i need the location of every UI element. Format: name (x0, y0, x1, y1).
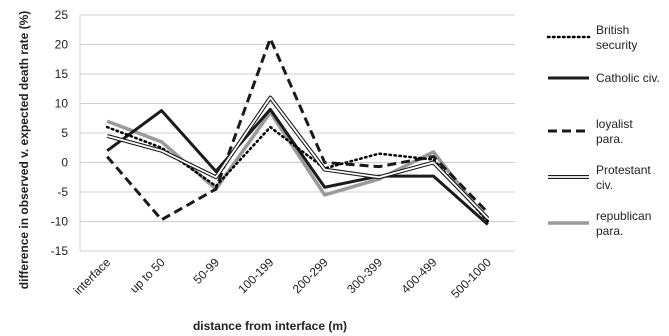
series-line-protestant-civ-inner (106, 96, 489, 220)
legend-item: Catholic civ. (548, 71, 660, 85)
y-tick-label: 25 (55, 8, 69, 22)
legend-item: British security (546, 23, 637, 52)
y-axis-ticks: -15 -10 -5 0 5 10 15 20 25 (51, 8, 69, 258)
x-tick-label: 100-199 (235, 255, 276, 296)
x-tick-label: 300-399 (344, 255, 385, 296)
y-tick-label: 20 (55, 38, 69, 52)
series-line-republican-para (106, 110, 490, 223)
legend-label: British security (596, 23, 637, 52)
y-tick-label: -10 (51, 215, 69, 229)
y-tick-label: 0 (61, 156, 68, 170)
legend-item: loyalist para. (548, 117, 633, 146)
x-tick-label: interface (71, 255, 114, 298)
x-axis-title: distance from interface (m) (193, 319, 347, 333)
legend-item: Protestant civ. (548, 163, 651, 192)
y-tick-label: 10 (55, 97, 69, 111)
x-tick-label: 200-299 (290, 255, 331, 296)
legend-item: republican para. (548, 209, 651, 238)
x-tick-label: 500-1000 (448, 255, 494, 301)
x-tick-label: up to 50 (127, 255, 168, 296)
series-line-catholic-civ (106, 107, 489, 226)
series-line-british-security (105, 125, 490, 223)
y-tick-label: 15 (55, 67, 69, 81)
legend-label: Protestant civ. (596, 163, 651, 192)
y-tick-label: -15 (51, 244, 69, 258)
series-lines (105, 37, 490, 226)
legend-label: loyalist para. (596, 117, 633, 146)
x-tick-label: 50-99 (190, 255, 222, 287)
legend-label: Catholic civ. (596, 71, 660, 85)
x-tick-label: 400-499 (399, 255, 440, 296)
legend: British security Catholic civ. loyalist para… (546, 23, 660, 238)
x-axis-ticks: interface up to 50 50-99 100-199 200-299 300-… (71, 255, 494, 301)
y-tick-label: -5 (57, 185, 68, 199)
y-tick-label: 5 (61, 126, 68, 140)
y-axis-title: difference in observed v. expected death… (17, 11, 31, 290)
legend-label: republican para. (596, 209, 651, 238)
series-line-loyalist-para (106, 37, 489, 222)
